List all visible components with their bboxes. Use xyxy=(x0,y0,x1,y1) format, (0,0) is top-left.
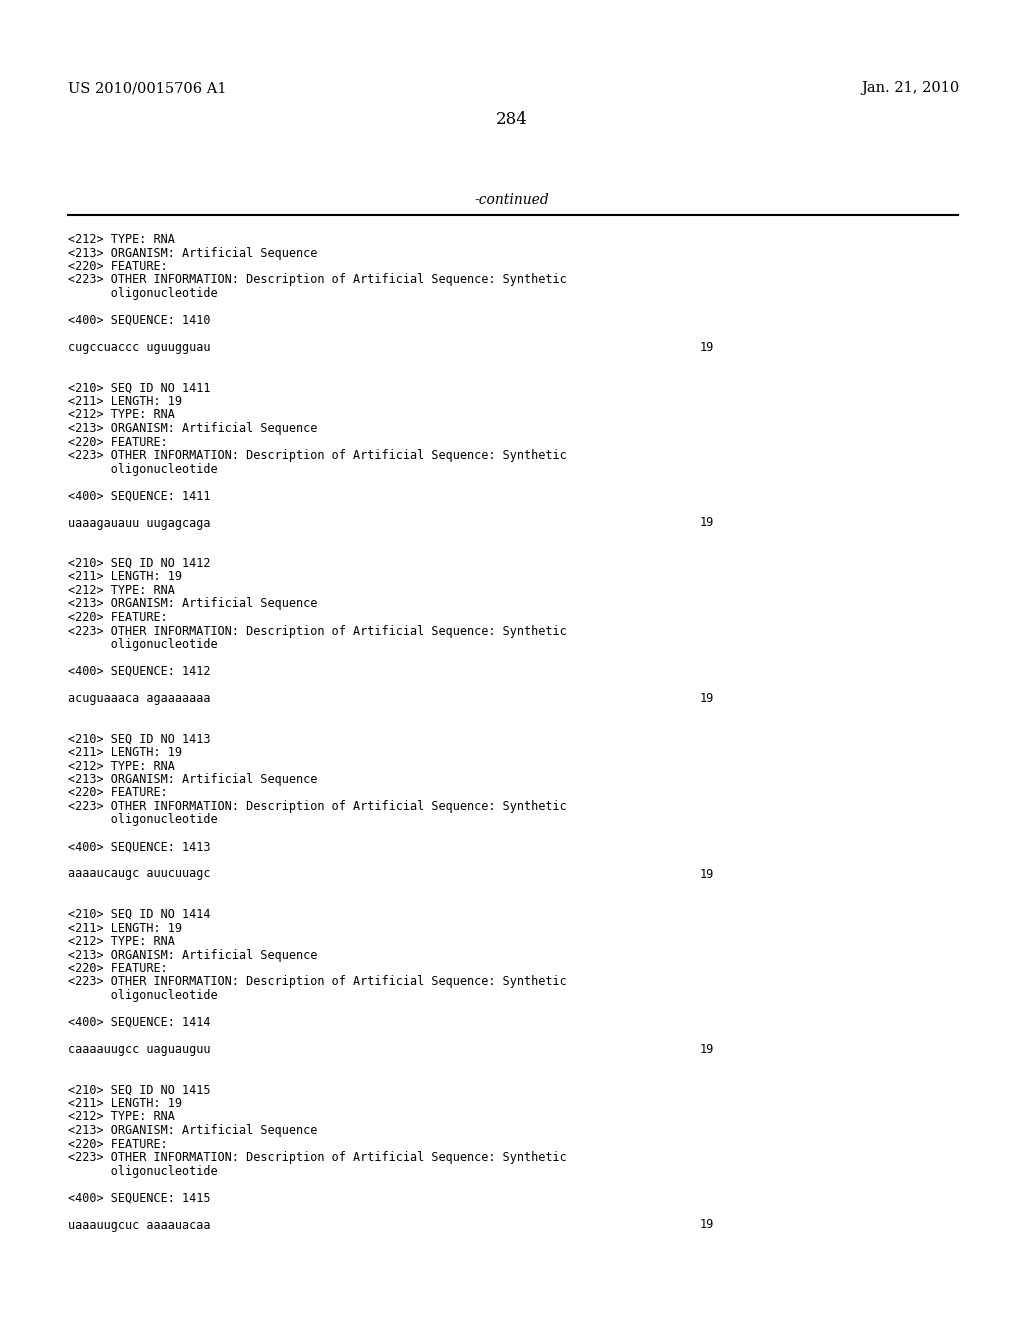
Text: <223> OTHER INFORMATION: Description of Artificial Sequence: Synthetic: <223> OTHER INFORMATION: Description of … xyxy=(68,449,566,462)
Text: oligonucleotide: oligonucleotide xyxy=(68,989,218,1002)
Text: <210> SEQ ID NO 1411: <210> SEQ ID NO 1411 xyxy=(68,381,211,395)
Text: <211> LENGTH: 19: <211> LENGTH: 19 xyxy=(68,1097,182,1110)
Text: 284: 284 xyxy=(496,111,528,128)
Text: <223> OTHER INFORMATION: Description of Artificial Sequence: Synthetic: <223> OTHER INFORMATION: Description of … xyxy=(68,273,566,286)
Text: <400> SEQUENCE: 1413: <400> SEQUENCE: 1413 xyxy=(68,841,211,854)
Text: <212> TYPE: RNA: <212> TYPE: RNA xyxy=(68,234,175,246)
Text: <211> LENGTH: 19: <211> LENGTH: 19 xyxy=(68,570,182,583)
Text: <223> OTHER INFORMATION: Description of Artificial Sequence: Synthetic: <223> OTHER INFORMATION: Description of … xyxy=(68,800,566,813)
Text: 19: 19 xyxy=(700,867,715,880)
Text: <211> LENGTH: 19: <211> LENGTH: 19 xyxy=(68,746,182,759)
Text: <213> ORGANISM: Artificial Sequence: <213> ORGANISM: Artificial Sequence xyxy=(68,598,317,610)
Text: <400> SEQUENCE: 1414: <400> SEQUENCE: 1414 xyxy=(68,1016,211,1030)
Text: <220> FEATURE:: <220> FEATURE: xyxy=(68,260,168,273)
Text: <210> SEQ ID NO 1414: <210> SEQ ID NO 1414 xyxy=(68,908,211,921)
Text: <211> LENGTH: 19: <211> LENGTH: 19 xyxy=(68,395,182,408)
Text: <400> SEQUENCE: 1410: <400> SEQUENCE: 1410 xyxy=(68,314,211,327)
Text: 19: 19 xyxy=(700,516,715,529)
Text: uaaauugcuc aaaauacaa: uaaauugcuc aaaauacaa xyxy=(68,1218,211,1232)
Text: <213> ORGANISM: Artificial Sequence: <213> ORGANISM: Artificial Sequence xyxy=(68,422,317,436)
Text: <210> SEQ ID NO 1415: <210> SEQ ID NO 1415 xyxy=(68,1084,211,1097)
Text: <223> OTHER INFORMATION: Description of Artificial Sequence: Synthetic: <223> OTHER INFORMATION: Description of … xyxy=(68,624,566,638)
Text: <400> SEQUENCE: 1411: <400> SEQUENCE: 1411 xyxy=(68,490,211,503)
Text: <210> SEQ ID NO 1412: <210> SEQ ID NO 1412 xyxy=(68,557,211,570)
Text: oligonucleotide: oligonucleotide xyxy=(68,1164,218,1177)
Text: <213> ORGANISM: Artificial Sequence: <213> ORGANISM: Artificial Sequence xyxy=(68,1125,317,1137)
Text: 19: 19 xyxy=(700,1218,715,1232)
Text: <220> FEATURE:: <220> FEATURE: xyxy=(68,787,168,800)
Text: oligonucleotide: oligonucleotide xyxy=(68,638,218,651)
Text: <212> TYPE: RNA: <212> TYPE: RNA xyxy=(68,583,175,597)
Text: <212> TYPE: RNA: <212> TYPE: RNA xyxy=(68,935,175,948)
Text: Jan. 21, 2010: Jan. 21, 2010 xyxy=(862,81,961,95)
Text: US 2010/0015706 A1: US 2010/0015706 A1 xyxy=(68,81,226,95)
Text: <213> ORGANISM: Artificial Sequence: <213> ORGANISM: Artificial Sequence xyxy=(68,247,317,260)
Text: <212> TYPE: RNA: <212> TYPE: RNA xyxy=(68,1110,175,1123)
Text: oligonucleotide: oligonucleotide xyxy=(68,462,218,475)
Text: cugccuaccc uguugguau: cugccuaccc uguugguau xyxy=(68,341,211,354)
Text: <213> ORGANISM: Artificial Sequence: <213> ORGANISM: Artificial Sequence xyxy=(68,949,317,961)
Text: <220> FEATURE:: <220> FEATURE: xyxy=(68,436,168,449)
Text: <223> OTHER INFORMATION: Description of Artificial Sequence: Synthetic: <223> OTHER INFORMATION: Description of … xyxy=(68,975,566,989)
Text: -continued: -continued xyxy=(475,193,549,207)
Text: <210> SEQ ID NO 1413: <210> SEQ ID NO 1413 xyxy=(68,733,211,746)
Text: oligonucleotide: oligonucleotide xyxy=(68,286,218,300)
Text: oligonucleotide: oligonucleotide xyxy=(68,813,218,826)
Text: 19: 19 xyxy=(700,341,715,354)
Text: <220> FEATURE:: <220> FEATURE: xyxy=(68,1138,168,1151)
Text: caaaauugcc uaguauguu: caaaauugcc uaguauguu xyxy=(68,1043,211,1056)
Text: 19: 19 xyxy=(700,692,715,705)
Text: <220> FEATURE:: <220> FEATURE: xyxy=(68,962,168,975)
Text: <220> FEATURE:: <220> FEATURE: xyxy=(68,611,168,624)
Text: <212> TYPE: RNA: <212> TYPE: RNA xyxy=(68,408,175,421)
Text: <223> OTHER INFORMATION: Description of Artificial Sequence: Synthetic: <223> OTHER INFORMATION: Description of … xyxy=(68,1151,566,1164)
Text: aaaaucaugc auucuuagc: aaaaucaugc auucuuagc xyxy=(68,867,211,880)
Text: <400> SEQUENCE: 1412: <400> SEQUENCE: 1412 xyxy=(68,665,211,678)
Text: <211> LENGTH: 19: <211> LENGTH: 19 xyxy=(68,921,182,935)
Text: <213> ORGANISM: Artificial Sequence: <213> ORGANISM: Artificial Sequence xyxy=(68,774,317,785)
Text: <212> TYPE: RNA: <212> TYPE: RNA xyxy=(68,759,175,772)
Text: <400> SEQUENCE: 1415: <400> SEQUENCE: 1415 xyxy=(68,1192,211,1204)
Text: 19: 19 xyxy=(700,1043,715,1056)
Text: acuguaaaca agaaaaaaa: acuguaaaca agaaaaaaa xyxy=(68,692,211,705)
Text: uaaagauauu uugagcaga: uaaagauauu uugagcaga xyxy=(68,516,211,529)
